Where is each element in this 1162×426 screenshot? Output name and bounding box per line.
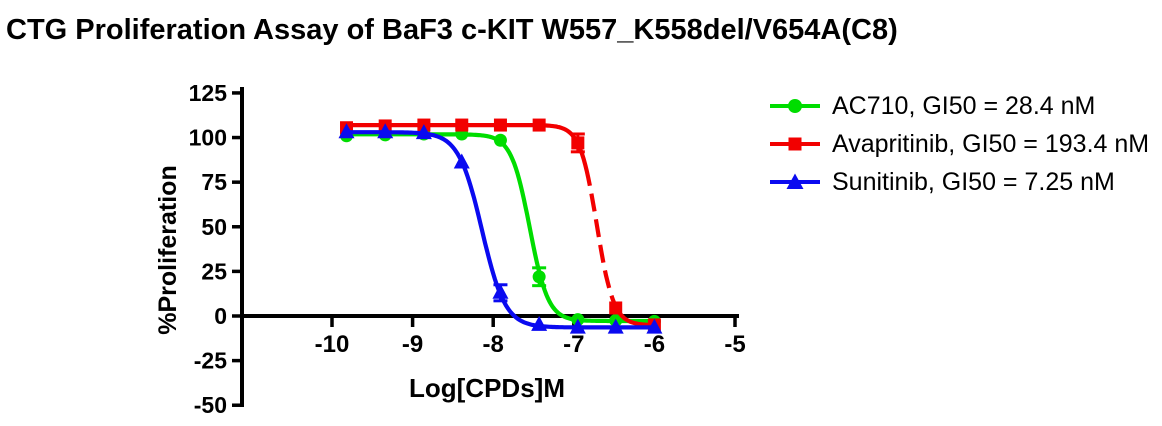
x-tick-label: -5: [724, 331, 745, 358]
x-tick-label: -10: [315, 331, 350, 358]
x-tick-label: -7: [563, 331, 584, 358]
y-tick-label: 0: [214, 303, 227, 329]
marker-avapritinib: [609, 301, 623, 315]
x-tick-label: -6: [644, 331, 665, 358]
x-tick-label: -8: [483, 331, 504, 358]
curve-gap-overlay: [587, 185, 617, 304]
legend-label-avapritinib: Avapritinib, GI50 = 193.4 nM: [832, 129, 1150, 158]
marker-avapritinib: [493, 118, 507, 132]
square-marker-icon: [788, 137, 802, 151]
marker-avapritinib: [532, 118, 546, 132]
marker-sunitinib: [646, 318, 663, 334]
y-tick-label: -50: [194, 392, 227, 418]
y-tick-label: 75: [201, 169, 227, 195]
legend-key-ac710: [770, 99, 820, 113]
legend-key-avapritinib: [770, 137, 820, 151]
chart-title: CTG Proliferation Assay of BaF3 c-KIT W5…: [6, 14, 898, 46]
marker-sunitinib: [531, 315, 548, 331]
legend-item-ac710: AC710, GI50 = 28.4 nM: [768, 93, 1149, 119]
legend-key-sunitinib: [770, 173, 820, 189]
triangle-marker-icon: [786, 173, 804, 189]
marker-sunitinib: [607, 318, 624, 334]
x-tick-label: -9: [402, 331, 423, 358]
marker-ac710: [532, 270, 546, 284]
legend-label-ac710: AC710, GI50 = 28.4 nM: [832, 91, 1096, 120]
y-tick-label: 25: [201, 258, 227, 284]
y-tick-label: 50: [201, 214, 227, 240]
circle-marker-icon: [788, 99, 802, 113]
marker-sunitinib: [569, 318, 586, 334]
marker-sunitinib: [492, 283, 509, 299]
marker-sunitinib: [415, 124, 432, 140]
x-axis-title: Log[CPDs]M: [409, 373, 565, 403]
marker-avapritinib: [571, 136, 585, 150]
marker-ac710: [493, 133, 507, 147]
legend-item-avapritinib: Avapritinib, GI50 = 193.4 nM: [768, 131, 1149, 157]
legend: AC710, GI50 = 28.4 nM Avapritinib, GI50 …: [768, 93, 1149, 207]
y-tick-label: -25: [194, 348, 227, 374]
marker-sunitinib: [338, 123, 355, 139]
legend-label-sunitinib: Sunitinib, GI50 = 7.25 nM: [832, 167, 1115, 196]
y-axis-title: %Proliferation: [154, 165, 182, 334]
legend-item-sunitinib: Sunitinib, GI50 = 7.25 nM: [768, 169, 1149, 195]
y-tick-label: 125: [189, 80, 228, 106]
marker-sunitinib: [453, 153, 470, 169]
y-tick-label: 100: [189, 125, 227, 151]
marker-sunitinib: [377, 123, 394, 139]
marker-avapritinib: [455, 118, 469, 132]
